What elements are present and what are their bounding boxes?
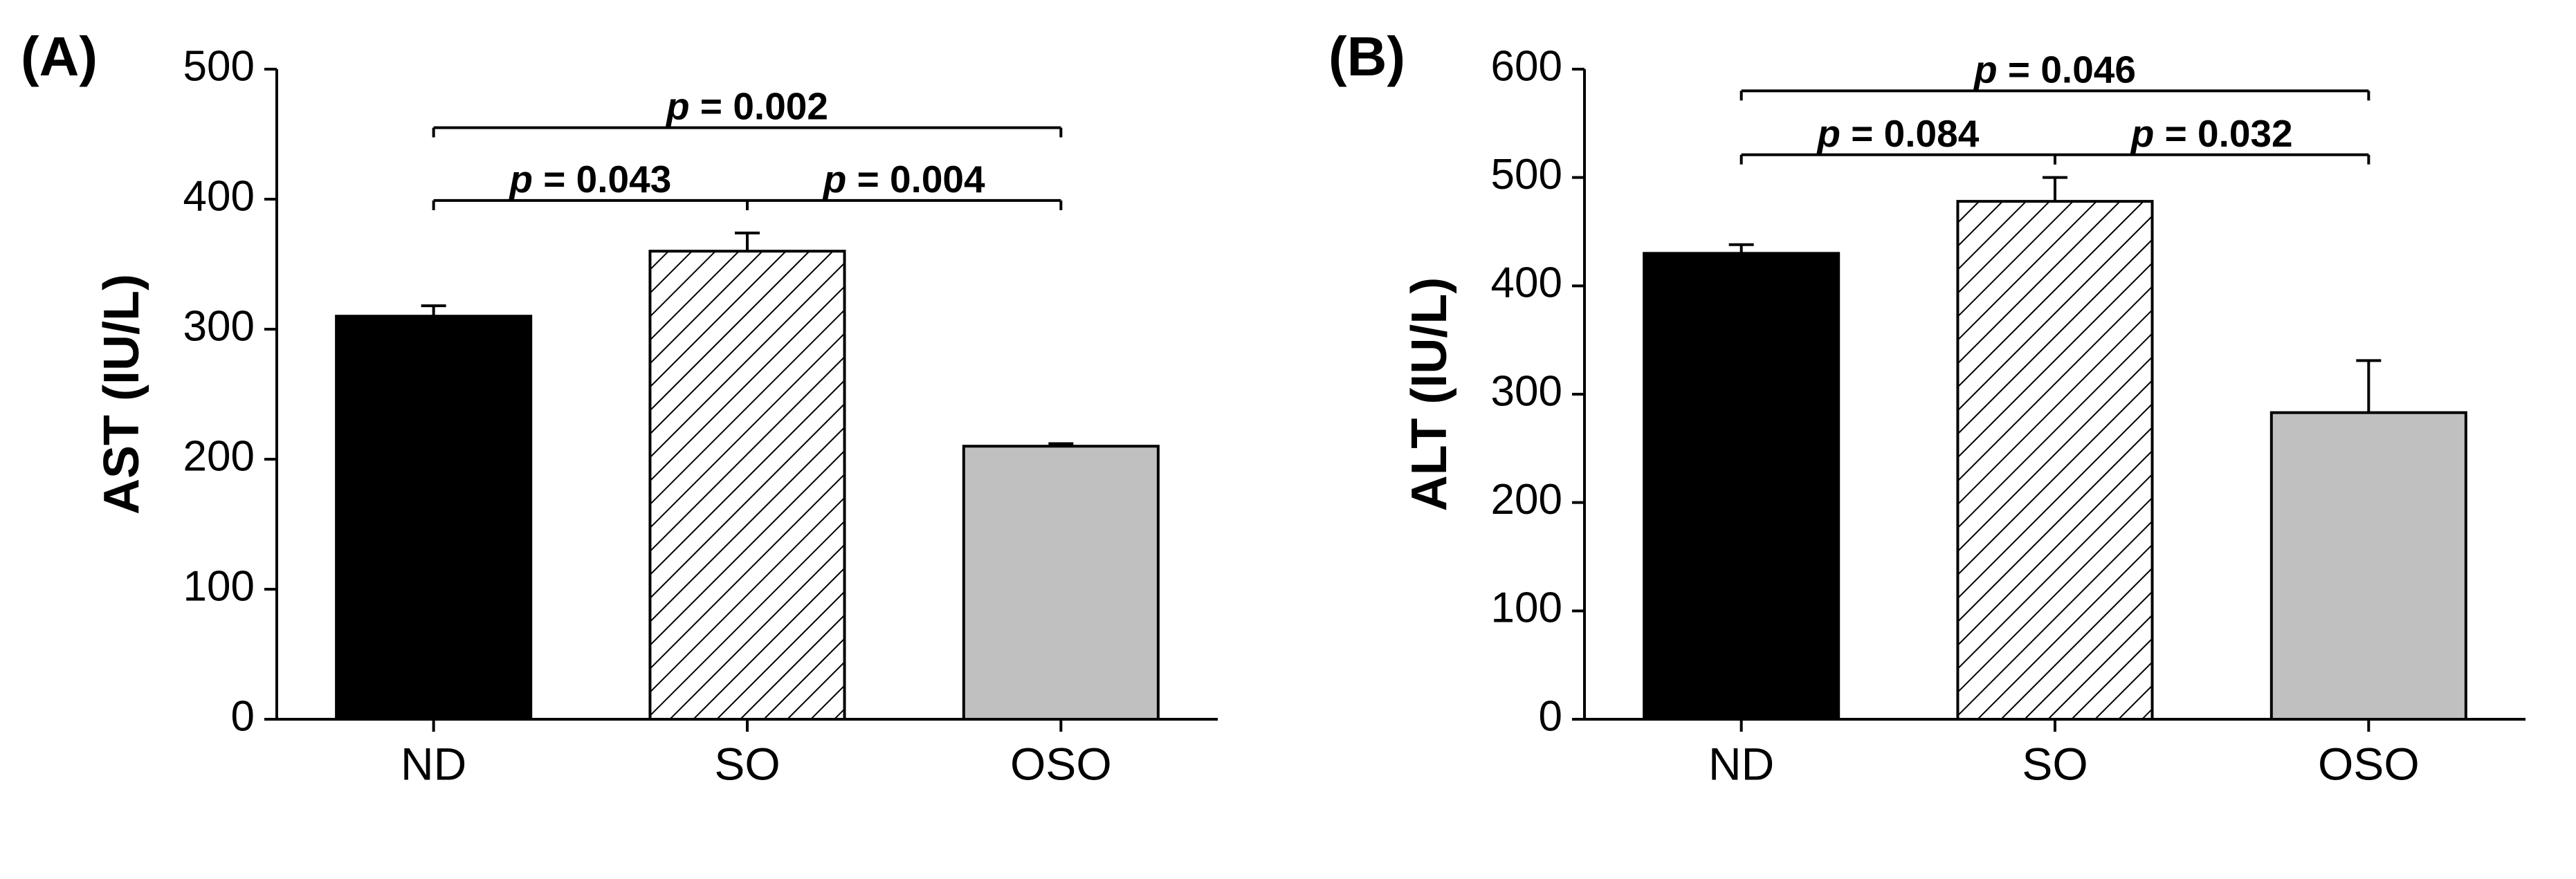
ytick-label: 0: [231, 692, 255, 740]
pvalue-label: p = 0.032: [2130, 112, 2293, 155]
chart-A: 0 100 200 300 400 500 AST (IU/L) ND SO OSO p = 0.0…: [83, 14, 1259, 858]
ytick-label: 0: [1539, 692, 1562, 740]
y-axis-label: AST (IU/L): [94, 274, 149, 515]
pvalue-label: p = 0.004: [822, 158, 985, 201]
xtick-label: SO: [2022, 738, 2088, 789]
xtick-label: SO: [714, 738, 780, 789]
xtick-label: ND: [401, 738, 466, 789]
ytick-label: 400: [183, 172, 255, 220]
pvalue-label: p = 0.002: [665, 85, 828, 128]
pvalue-label: p = 0.046: [1973, 48, 2136, 91]
ytick-label: 400: [1491, 259, 1562, 307]
bar-OSO: [964, 446, 1158, 719]
ytick-label: 200: [183, 432, 255, 480]
figure-root: (A)0100200300400500AST (IU/L)NDSOOSOp = …: [0, 0, 2576, 879]
pvalue-label: p = 0.084: [1816, 112, 1979, 155]
y-axis-label: ALT (IU/L): [1402, 277, 1457, 512]
bar-OSO: [2272, 413, 2466, 719]
ytick-label: 100: [183, 562, 255, 610]
pvalue-label: p = 0.043: [508, 158, 671, 201]
bar-ND: [336, 316, 531, 719]
xtick-label: OSO: [1010, 738, 1112, 789]
bar-SO: [650, 251, 844, 719]
ytick-label: 500: [183, 42, 255, 90]
ytick-label: 600: [1491, 42, 1562, 90]
ytick-label: 500: [1491, 151, 1562, 198]
ytick-label: 100: [1491, 584, 1562, 632]
ytick-label: 300: [183, 302, 255, 350]
ytick-label: 200: [1491, 476, 1562, 524]
bar-SO: [1957, 201, 2152, 719]
xtick-label: ND: [1708, 738, 1774, 789]
ytick-label: 300: [1491, 367, 1562, 415]
bar-ND: [1644, 253, 1838, 719]
xtick-label: OSO: [2318, 738, 2420, 789]
chart-B: 0 100 200 300 400 500 600 ALT (IU/L) ND SO OSO p = …: [1391, 14, 2567, 858]
